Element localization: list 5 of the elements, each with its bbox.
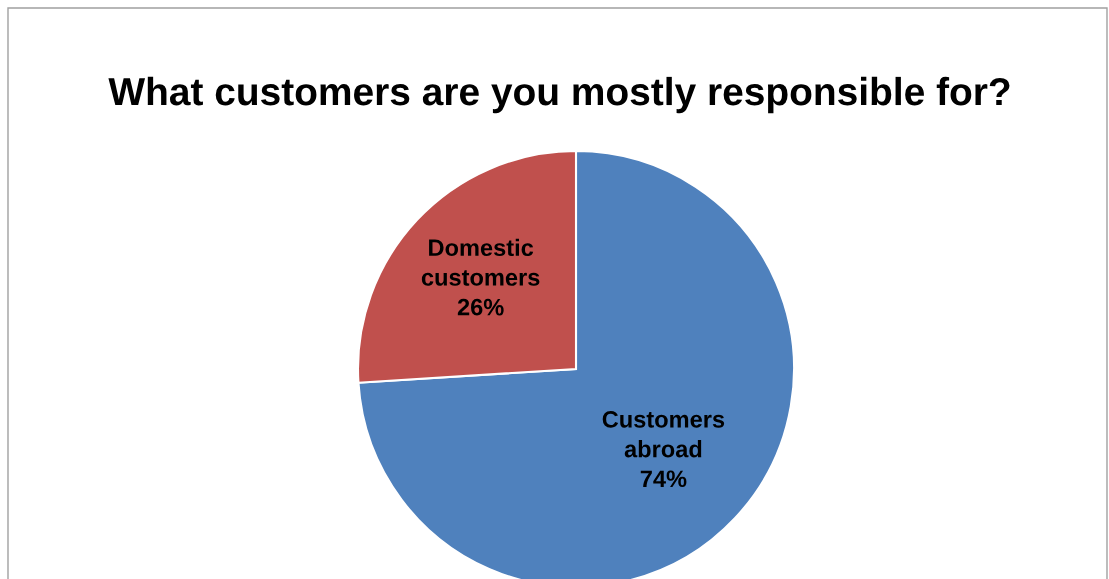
slice-label: Domestic customers <box>421 238 540 286</box>
slice-label: Customers abroad <box>602 410 725 458</box>
chart-title: What customers are you mostly responsible for? <box>108 76 1010 114</box>
data-label: 26% <box>457 298 504 316</box>
data-label: 74% <box>640 470 687 488</box>
